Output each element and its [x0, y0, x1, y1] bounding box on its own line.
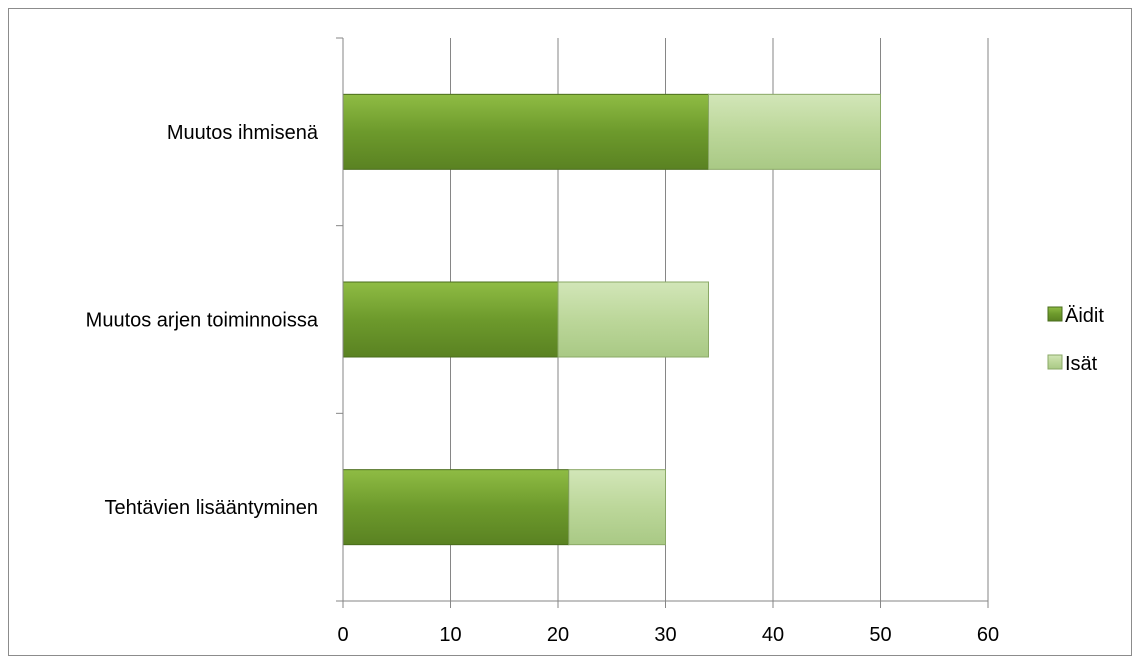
category-label-2: Tehtävien lisääntyminen: [105, 497, 318, 519]
category-label-0: Muutos ihmisenä: [167, 122, 319, 144]
x-tick-label-10: 10: [439, 624, 461, 646]
legend-swatch-0: [1047, 306, 1063, 322]
bar-aidit-0: [342, 93, 709, 170]
x-tick-label-40: 40: [762, 624, 784, 646]
x-tick-label-30: 30: [654, 624, 676, 646]
bar-aidit-1: [342, 281, 559, 358]
legend-label-0: Äidit: [1065, 305, 1104, 327]
bar-isat-1: [557, 281, 709, 358]
x-tick-label-20: 20: [547, 624, 569, 646]
bars: [342, 93, 881, 546]
category-label-1: Muutos arjen toiminnoissa: [86, 310, 319, 332]
axis-labels: 0 10 20 30 40 50 60 Muutos ihmisenä Muutos arjen…: [86, 122, 999, 646]
x-tick-label-0: 0: [337, 624, 348, 646]
legend-label-1: Isät: [1065, 353, 1098, 375]
bar-aidit-2: [342, 469, 570, 546]
legend-swatch-1: [1047, 354, 1063, 370]
bar-isat-2: [568, 469, 666, 546]
x-tick-label-60: 60: [977, 624, 999, 646]
x-tick-label-50: 50: [869, 624, 891, 646]
axes: [336, 37, 989, 608]
bar-isat-0: [708, 93, 881, 170]
legend: Äidit Isät: [1047, 305, 1104, 375]
